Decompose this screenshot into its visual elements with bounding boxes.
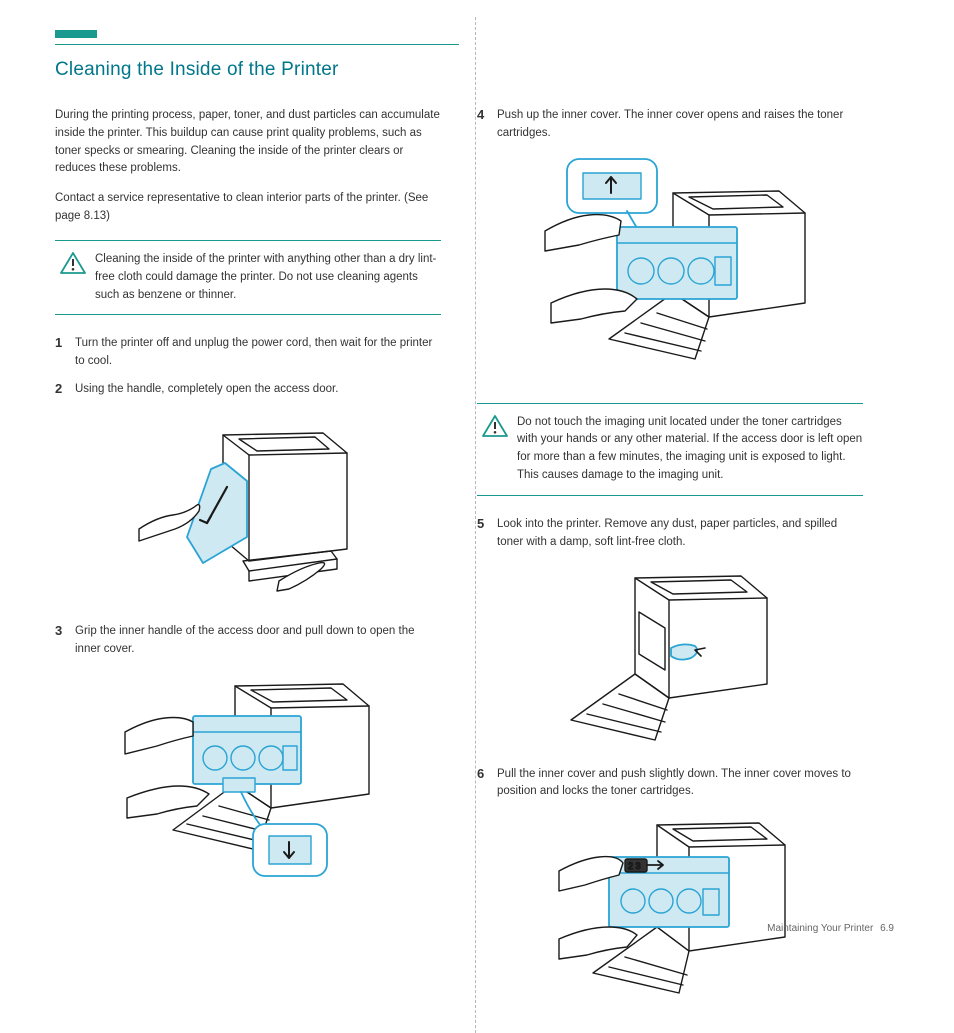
step-text: Using the handle, completely open the ac… xyxy=(75,381,441,399)
figure-wipe-inside xyxy=(477,562,863,742)
column-divider xyxy=(475,17,476,1033)
step-text: Push up the inner cover. The inner cover… xyxy=(497,107,863,143)
figure-push-up xyxy=(477,153,863,379)
caution-icon xyxy=(59,251,87,275)
section-title: Cleaning the Inside of the Printer xyxy=(55,59,899,81)
intro-paragraph-2: Contact a service representative to clea… xyxy=(55,190,441,226)
step-number: 1 xyxy=(55,335,75,350)
figure-open-door xyxy=(55,409,441,599)
caution-text-right: Do not touch the imaging unit located un… xyxy=(477,414,863,485)
right-column: 4 Push up the inner cover. The inner cov… xyxy=(459,107,863,1023)
step-4: 4 Push up the inner cover. The inner cov… xyxy=(477,107,863,143)
step-text: Turn the printer off and unplug the powe… xyxy=(75,335,441,371)
step-text: Look into the printer. Remove any dust, … xyxy=(497,516,863,552)
step-2: 2 Using the handle, completely open the … xyxy=(55,381,441,399)
step-text: Grip the inner handle of the access door… xyxy=(75,623,441,659)
two-column-layout: During the printing process, paper, tone… xyxy=(55,107,899,1023)
intro-paragraph-1: During the printing process, paper, tone… xyxy=(55,107,441,178)
step-number: 5 xyxy=(477,516,497,531)
step-1: 1 Turn the printer off and unplug the po… xyxy=(55,335,441,371)
heading-rule xyxy=(55,44,459,45)
step-number: 4 xyxy=(477,107,497,122)
footer-page-number: 6.9 xyxy=(880,923,894,934)
footer-section-name: Maintaining Your Printer xyxy=(767,923,873,934)
figure-inner-cover xyxy=(55,668,441,882)
caution-box-left: Cleaning the inside of the printer with … xyxy=(55,240,441,315)
step-number: 6 xyxy=(477,766,497,781)
step-text: Pull the inner cover and push slightly d… xyxy=(497,766,863,802)
caution-box-right: Do not touch the imaging unit located un… xyxy=(477,403,863,496)
figure-label-text: 2 3 xyxy=(628,861,641,871)
caution-icon xyxy=(481,414,509,438)
figure-close-inner: 2 3 xyxy=(477,811,863,999)
step-number: 3 xyxy=(55,623,75,638)
page-footer: Maintaining Your Printer 6.9 xyxy=(767,923,894,934)
step-number: 2 xyxy=(55,381,75,396)
heading-accent-bar xyxy=(55,30,97,38)
step-3: 3 Grip the inner handle of the access do… xyxy=(55,623,441,659)
caution-text-left: Cleaning the inside of the printer with … xyxy=(55,251,441,304)
step-5: 5 Look into the printer. Remove any dust… xyxy=(477,516,863,552)
step-6: 6 Pull the inner cover and push slightly… xyxy=(477,766,863,802)
left-column: During the printing process, paper, tone… xyxy=(55,107,459,1023)
